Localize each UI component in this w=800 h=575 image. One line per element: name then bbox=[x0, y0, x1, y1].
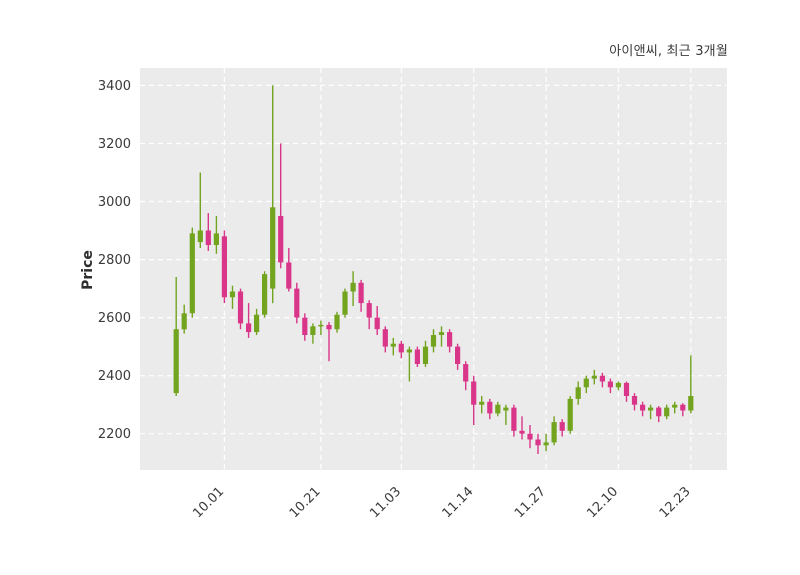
candle bbox=[487, 398, 493, 420]
plot-panel bbox=[140, 68, 727, 470]
candle bbox=[406, 346, 412, 382]
candle bbox=[438, 326, 445, 347]
candle bbox=[664, 404, 670, 420]
candle bbox=[583, 375, 589, 394]
candle bbox=[455, 343, 461, 370]
candle bbox=[479, 396, 485, 414]
candle bbox=[366, 300, 372, 330]
x-tick-label: 12.10 bbox=[584, 484, 621, 521]
candle bbox=[342, 288, 348, 318]
candle bbox=[278, 143, 284, 269]
y-tick-label: 2400 bbox=[98, 369, 131, 384]
candle bbox=[246, 303, 252, 338]
candle bbox=[631, 393, 638, 411]
candle bbox=[591, 369, 597, 385]
candle bbox=[535, 433, 541, 454]
candle bbox=[398, 340, 404, 359]
candle bbox=[551, 416, 557, 446]
x-tick-label: 11.27 bbox=[512, 484, 549, 521]
candle bbox=[575, 381, 581, 405]
candle bbox=[503, 404, 509, 425]
candles bbox=[173, 85, 694, 454]
candle bbox=[205, 213, 211, 251]
candle bbox=[213, 216, 219, 254]
candle bbox=[688, 355, 694, 414]
y-tick-label: 2800 bbox=[98, 253, 131, 268]
candle bbox=[310, 323, 316, 344]
candle bbox=[527, 425, 533, 449]
candle bbox=[181, 304, 187, 334]
candle bbox=[567, 396, 573, 434]
candle bbox=[286, 248, 292, 292]
candle bbox=[640, 401, 646, 417]
candle bbox=[270, 85, 276, 304]
candle bbox=[495, 401, 501, 417]
y-tick-label: 3200 bbox=[98, 137, 131, 152]
candle bbox=[648, 404, 654, 420]
x-tick-label: 11.14 bbox=[440, 484, 477, 521]
y-grid-and-ticks: 2200 2400 2600 2800 3000 3200 3400 bbox=[98, 79, 727, 442]
candle bbox=[350, 271, 356, 306]
x-tick-label: 10.01 bbox=[190, 484, 227, 521]
candle bbox=[334, 311, 340, 333]
candle bbox=[262, 271, 268, 318]
y-tick-label: 3400 bbox=[98, 79, 131, 94]
candle bbox=[656, 406, 662, 423]
candle bbox=[390, 337, 396, 356]
candle bbox=[326, 322, 332, 362]
candle bbox=[374, 306, 380, 335]
candle bbox=[197, 172, 203, 248]
candle bbox=[447, 329, 453, 353]
candle bbox=[672, 401, 678, 414]
candle bbox=[680, 403, 686, 417]
chart-title: 아이앤씨, 최근 3개월 bbox=[609, 44, 728, 59]
candle bbox=[519, 416, 525, 440]
candle bbox=[237, 288, 244, 330]
candle bbox=[358, 279, 364, 312]
candle bbox=[559, 419, 565, 437]
candle bbox=[607, 378, 613, 394]
candle bbox=[382, 326, 388, 353]
candle bbox=[189, 227, 195, 318]
candle bbox=[422, 340, 429, 367]
candle bbox=[318, 320, 324, 335]
candle bbox=[615, 381, 621, 391]
x-tick-label: 10.21 bbox=[287, 484, 324, 521]
candle bbox=[623, 381, 630, 402]
y-tick-label: 3000 bbox=[98, 195, 131, 210]
candle bbox=[254, 308, 260, 335]
candle bbox=[543, 433, 549, 452]
y-tick-label: 2200 bbox=[98, 427, 131, 442]
candle bbox=[511, 404, 517, 437]
candle bbox=[430, 329, 437, 353]
candle bbox=[229, 285, 236, 309]
candle bbox=[221, 230, 227, 304]
candle bbox=[463, 361, 469, 391]
x-tick-label: 11.03 bbox=[367, 484, 404, 521]
candle bbox=[302, 313, 308, 341]
candle bbox=[599, 372, 605, 388]
candle bbox=[471, 375, 477, 425]
candle bbox=[414, 346, 420, 367]
candle bbox=[173, 277, 179, 396]
x-tick-label: 12.23 bbox=[657, 484, 694, 521]
candle bbox=[294, 282, 300, 324]
y-tick-label: 2600 bbox=[98, 311, 131, 326]
